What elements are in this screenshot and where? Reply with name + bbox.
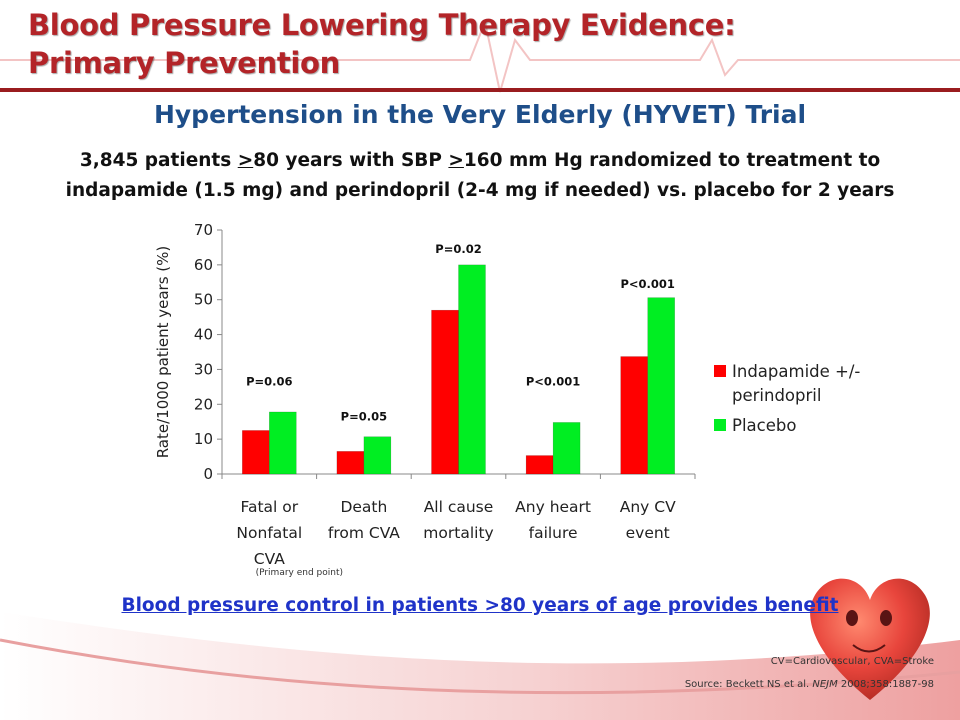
x-category-label: CVA xyxy=(254,550,285,568)
legend-swatch-series1 xyxy=(714,365,726,377)
p-value-label: P<0.001 xyxy=(526,375,580,389)
bar-series2-cat4 xyxy=(552,422,581,475)
legend-label-series1: perindopril xyxy=(732,386,821,405)
slide-title-line1: Blood Pressure Lowering Therapy Evidence… xyxy=(28,8,736,42)
bar-series1-cat1 xyxy=(242,430,270,475)
p-value-label: P=0.06 xyxy=(246,375,292,389)
y-tick-label: 70 xyxy=(194,221,213,239)
p-value-label: P<0.001 xyxy=(620,277,674,291)
bottom-swoosh-line xyxy=(0,638,960,695)
y-tick-label: 10 xyxy=(194,430,213,448)
y-tick-label: 60 xyxy=(194,256,213,274)
bar-series2-cat1 xyxy=(269,411,297,475)
y-tick-label: 30 xyxy=(194,360,213,378)
x-category-label: from CVA xyxy=(328,524,400,542)
x-category-label: Death xyxy=(340,498,387,516)
p-value-label: P=0.05 xyxy=(341,409,387,423)
source-citation: Source: Beckett NS et al. NEJM 2008;358:… xyxy=(684,679,934,690)
y-axis-label: Rate/1000 patient years (%) xyxy=(154,246,172,459)
x-category-label: Fatal or xyxy=(240,498,298,516)
slide-title-line2: Primary Prevention xyxy=(28,46,341,80)
p-value-label: P=0.02 xyxy=(435,242,481,256)
legend-swatch-series2 xyxy=(714,419,726,431)
x-category-label: event xyxy=(626,524,670,542)
trial-description-line2: indapamide (1.5 mg) and perindopril (2-4… xyxy=(65,180,895,201)
bar-series2-cat3 xyxy=(458,264,486,475)
bar-series1-cat4 xyxy=(525,455,554,475)
legend-label-series1: Indapamide +/- xyxy=(732,362,860,381)
trial-subtitle: Hypertension in the Very Elderly (HYVET)… xyxy=(153,100,807,129)
primary-endpoint-note: (Primary end point) xyxy=(256,568,343,578)
trial-description-line1: 3,845 patients >80 years with SBP >160 m… xyxy=(79,150,881,171)
x-category-label: Nonfatal xyxy=(236,524,302,542)
y-tick-label: 20 xyxy=(194,395,213,413)
ecg-line-decoration xyxy=(0,18,960,93)
legend-label-series2: Placebo xyxy=(732,416,796,435)
bar-series2-cat5 xyxy=(647,297,675,475)
header-bar xyxy=(0,88,960,92)
x-category-label: mortality xyxy=(423,524,493,542)
y-tick-label: 0 xyxy=(203,465,213,483)
bar-series2-cat2 xyxy=(363,436,392,475)
abbreviation-footnote: CV=Cardiovascular, CVA=Stroke xyxy=(770,656,934,667)
conclusion-text: Blood pressure control in patients >80 y… xyxy=(121,595,839,616)
y-tick-label: 50 xyxy=(194,291,213,309)
x-category-label: Any heart xyxy=(515,498,591,516)
bottom-swoosh xyxy=(0,612,960,720)
x-category-label: All cause xyxy=(424,498,494,516)
x-category-label: failure xyxy=(529,524,578,542)
bar-series1-cat2 xyxy=(336,451,365,475)
y-tick-label: 40 xyxy=(194,326,213,344)
heart-mascot-icon xyxy=(810,578,930,700)
x-category-label: Any CV xyxy=(620,498,676,516)
bar-series1-cat3 xyxy=(431,309,459,475)
bar-series1-cat5 xyxy=(620,356,648,475)
